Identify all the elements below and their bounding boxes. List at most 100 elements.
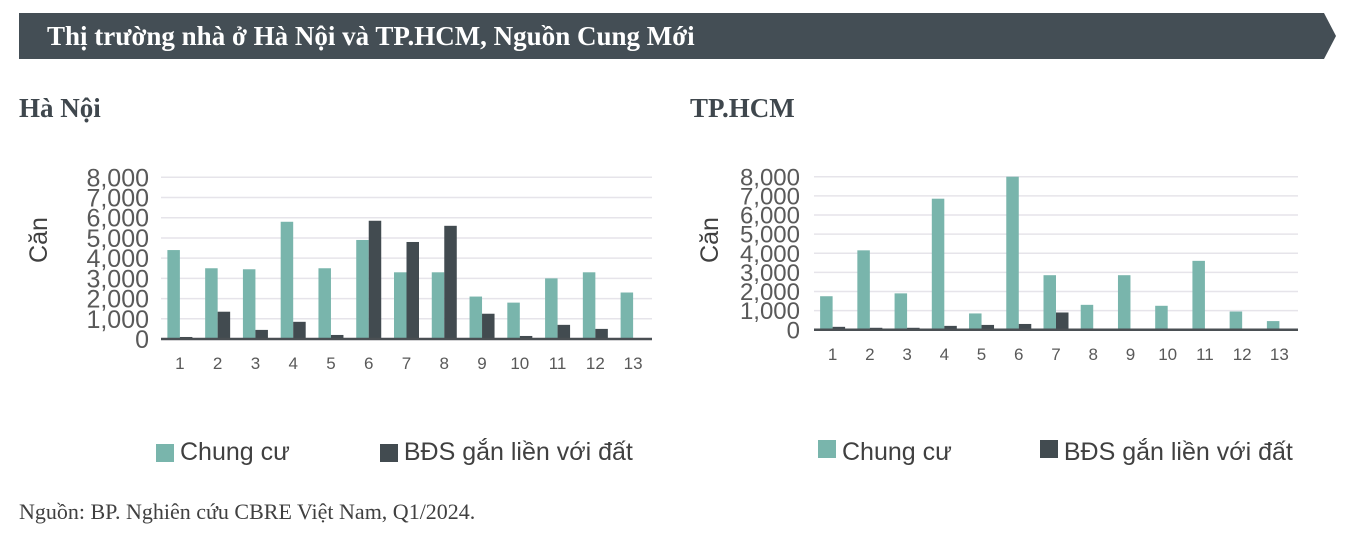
x-tick-label: 13 [1270, 345, 1289, 364]
x-tick-label: 3 [902, 345, 911, 364]
bar-bds [944, 325, 957, 330]
x-tick-label: 11 [549, 354, 567, 373]
y-tick-label: 1,000 [86, 306, 149, 334]
legend-swatch-bds [1039, 439, 1058, 458]
x-tick-label: 1 [828, 345, 837, 364]
hanoi-panel-title: Hà Nội [19, 93, 101, 123]
bar-chung-cu [1155, 305, 1168, 330]
y-tick-label: 7,000 [740, 183, 800, 210]
bar-chung-cu [894, 293, 908, 330]
x-tick-label: 6 [364, 354, 373, 373]
bar-chung-cu [242, 269, 256, 339]
y-tick-label: 2,000 [86, 286, 149, 314]
bar-chung-cu [931, 198, 945, 330]
x-tick-label: 12 [1233, 345, 1252, 364]
x-tick-label: 12 [586, 354, 605, 373]
bar-bds [255, 329, 268, 339]
y-tick-label: 3,000 [86, 265, 149, 293]
bar-chung-cu [820, 296, 833, 330]
x-tick-label: 4 [288, 354, 297, 373]
bar-bds [519, 335, 533, 339]
hanoi-legend: Chung cư BĐS gắn liền với đất [156, 438, 633, 467]
source-note: Nguồn: BP. Nghiên cứu CBRE Việt Nam, Q1/… [19, 499, 476, 524]
bar-chung-cu [394, 272, 407, 339]
legend-label-bds: BĐS gắn liền với đất [403, 438, 633, 466]
x-tick-label: 11 [1196, 345, 1214, 364]
x-tick-label: 5 [326, 354, 335, 373]
bar-chung-cu [1117, 275, 1131, 330]
bar-chung-cu [356, 239, 369, 339]
x-tick-label: 2 [213, 354, 222, 373]
x-tick-label: 10 [1158, 345, 1177, 364]
x-tick-label: 6 [1014, 345, 1023, 364]
x-tick-label: 1 [175, 354, 184, 373]
bar-bds [595, 328, 608, 339]
legend-swatch-chung-cu [818, 439, 836, 458]
legend-label-chung-cu: Chung cư [842, 438, 952, 466]
bar-chung-cu [969, 313, 982, 330]
y-tick-label: 3,000 [740, 260, 800, 287]
y-tick-label: 2,000 [740, 279, 800, 306]
bar-chung-cu [1229, 311, 1243, 330]
y-tick-label: 8,000 [740, 164, 800, 191]
bar-bds [832, 326, 846, 330]
legend-label-bds: BĐS gắn liền với đất [1063, 438, 1293, 466]
bar-chung-cu [318, 268, 331, 339]
bar-chung-cu [1192, 260, 1205, 330]
hcmc-legend: Chung cư BĐS gắn liền với đất [818, 438, 1293, 467]
bar-bds [981, 324, 995, 330]
bar-chung-cu [545, 278, 558, 339]
y-tick-label: 0 [135, 326, 149, 354]
x-tick-label: 7 [402, 354, 411, 373]
y-tick-label: 7,000 [86, 185, 149, 213]
legend-item-bds: BĐS gắn liền với đất [1039, 438, 1293, 467]
x-tick-label: 10 [510, 354, 529, 373]
x-tick-label: 4 [940, 345, 949, 364]
bar-chung-cu [167, 250, 180, 339]
y-tick-label: 6,000 [740, 203, 800, 230]
hcmc-panel-title: TP.HCM [690, 93, 795, 123]
bar-bds [557, 324, 571, 339]
bar-chung-cu [620, 292, 634, 339]
x-tick-label: 8 [1088, 345, 1097, 364]
banner-title: Thị trường nhà ở Hà Nội và TP.HCM, Nguồn… [47, 21, 695, 51]
y-axis-label: Căn [696, 217, 724, 263]
x-tick-label: 7 [1051, 345, 1060, 364]
x-tick-label: 3 [251, 354, 260, 373]
x-tick-label: 9 [1126, 345, 1135, 364]
legend-label-chung-cu: Chung cư [180, 438, 290, 466]
bar-chung-cu [1006, 176, 1019, 330]
x-tick-label: 13 [624, 354, 643, 373]
bar-chung-cu [1080, 304, 1094, 330]
legend-item-bds: BĐS gắn liền với đất [379, 438, 633, 467]
y-tick-label: 0 [787, 317, 800, 344]
bar-bds [406, 241, 419, 339]
bar-chung-cu [280, 221, 294, 339]
bar-chung-cu [582, 272, 596, 339]
legend-swatch-bds [379, 443, 398, 462]
bar-bds [217, 311, 231, 339]
y-tick-label: 4,000 [740, 241, 800, 268]
bar-bds [444, 225, 457, 339]
x-tick-label: 9 [477, 354, 486, 373]
y-tick-label: 5,000 [86, 225, 149, 253]
bar-bds [1018, 323, 1032, 330]
bar-bds [330, 334, 344, 339]
title-banner: Thị trường nhà ở Hà Nội và TP.HCM, Nguồn… [19, 13, 1336, 59]
x-tick-label: 2 [865, 345, 874, 364]
bar-chung-cu [205, 268, 218, 339]
bar-chung-cu [1266, 321, 1280, 330]
bar-chung-cu [431, 272, 445, 339]
bar-chung-cu [857, 250, 870, 330]
y-tick-label: 1,000 [740, 298, 800, 325]
x-tick-label: 5 [977, 345, 986, 364]
y-tick-label: 4,000 [86, 245, 149, 273]
bar-bds [368, 220, 382, 339]
y-tick-label: 6,000 [86, 205, 149, 233]
y-axis-label: Căn [25, 217, 53, 263]
bar-bds [293, 321, 306, 339]
x-tick-label: 8 [440, 354, 449, 373]
banner-arrow-shape [19, 13, 1336, 59]
